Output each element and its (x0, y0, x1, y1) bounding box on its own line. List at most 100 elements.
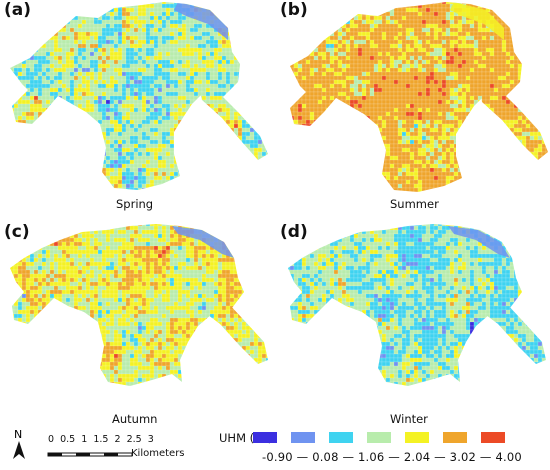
heatmap-cell (65, 87, 71, 93)
heatmap-cell (157, 55, 163, 61)
heatmap-cell (341, 7, 347, 13)
heatmap-cell (33, 135, 39, 141)
heatmap-cell (389, 71, 395, 77)
heatmap-cell (30, 192, 34, 196)
heatmap-cell (169, 11, 175, 17)
heatmap-cell (21, 135, 27, 141)
heatmap-cell (89, 159, 95, 165)
heatmap-cell (177, 79, 183, 85)
heatmap-cell (282, 40, 286, 44)
heatmap-cell (185, 35, 191, 41)
heatmap-cell (253, 151, 259, 157)
heatmap-cell (409, 75, 415, 81)
heatmap-cell (81, 63, 87, 69)
heatmap-cell (213, 163, 219, 169)
heatmap-cell (33, 119, 39, 125)
heatmap-cell (425, 51, 431, 57)
heatmap-cell (225, 87, 231, 93)
heatmap-cell (13, 59, 19, 65)
heatmap-cell (37, 87, 43, 93)
heatmap-cell (373, 31, 379, 37)
heatmap-cell (201, 23, 207, 29)
heatmap-cell (142, 192, 146, 196)
heatmap-cells (6, 2, 268, 200)
heatmap-cell (169, 55, 175, 61)
heatmap-cell (245, 135, 251, 141)
heatmap-cell (145, 3, 151, 9)
heatmap-cell (57, 2, 63, 5)
heatmap-cell (73, 87, 79, 93)
heatmap-cell (89, 7, 95, 13)
heatmap-cell (381, 75, 387, 81)
heatmap-cell (253, 47, 259, 53)
heatmap-cell (533, 35, 539, 41)
heatmap-cell (409, 19, 415, 25)
heatmap-cell (53, 35, 59, 41)
heatmap-cell (181, 23, 187, 29)
heatmap-cell (201, 103, 207, 109)
heatmap-cell (213, 119, 219, 125)
heatmap-cell (49, 3, 55, 9)
heatmap-cell (45, 35, 51, 41)
heatmap-cell (369, 47, 375, 53)
heatmap-cell (417, 63, 423, 69)
heatmap-cell (117, 143, 123, 149)
heatmap-cell (10, 27, 15, 33)
heatmap-cell (17, 163, 23, 169)
heatmap-cell (189, 111, 195, 117)
heatmap-cell (233, 187, 239, 190)
heatmap-cell (169, 179, 175, 185)
heatmap-cell (6, 196, 10, 200)
heatmap-cell (321, 51, 327, 57)
heatmap-cell (229, 103, 235, 109)
heatmap-cell (65, 75, 71, 81)
heatmap-cell (329, 27, 335, 33)
heatmap-cell (157, 171, 163, 177)
heatmap-cell (117, 107, 123, 113)
heatmap-cell (445, 27, 451, 33)
heatmap-cell (245, 163, 251, 169)
heatmap-cell (241, 95, 247, 101)
heatmap-cell (321, 71, 327, 77)
heatmap-cell (10, 175, 15, 181)
heatmap-cell (521, 3, 527, 9)
heatmap-cell (101, 179, 107, 185)
heatmap-cell (429, 31, 435, 37)
heatmap-cell (81, 171, 87, 177)
heatmap-cell (129, 71, 135, 77)
heatmap-cell (493, 71, 499, 77)
heatmap-cell (45, 15, 51, 21)
heatmap-cell (245, 95, 251, 101)
heatmap-cell (137, 111, 143, 117)
heatmap-cell (245, 103, 251, 109)
heatmap-cell (301, 63, 307, 69)
heatmap-cell (181, 83, 187, 89)
heatmap-cell (29, 95, 35, 101)
heatmap-cell (49, 87, 55, 93)
heatmap-cell (29, 159, 35, 165)
heatmap-cell (101, 139, 107, 145)
heatmap-cell (233, 39, 239, 45)
heatmap-cell (97, 75, 103, 81)
heatmap-cell (197, 83, 203, 89)
heatmap-cell (69, 171, 75, 177)
heatmap-cell (214, 196, 218, 200)
heatmap-cell (77, 139, 83, 145)
heatmap-cell (233, 3, 239, 9)
heatmap-cell (257, 183, 263, 189)
heatmap-cell (77, 103, 83, 109)
heatmap-cell (113, 155, 119, 161)
heatmap-cell (365, 55, 371, 61)
heatmap-cell (253, 19, 259, 25)
heatmap-cell (81, 167, 87, 173)
heatmap-cell (305, 59, 311, 65)
heatmap-cell (109, 79, 115, 85)
heatmap-cell (229, 111, 235, 117)
heatmap-cell (337, 39, 343, 45)
heatmap-cell (85, 179, 91, 185)
heatmap-cell (541, 55, 547, 61)
heatmap-cell (221, 47, 227, 53)
heatmap-cell (141, 123, 147, 129)
heatmap-cell (197, 131, 203, 137)
heatmap-cell (225, 119, 231, 125)
